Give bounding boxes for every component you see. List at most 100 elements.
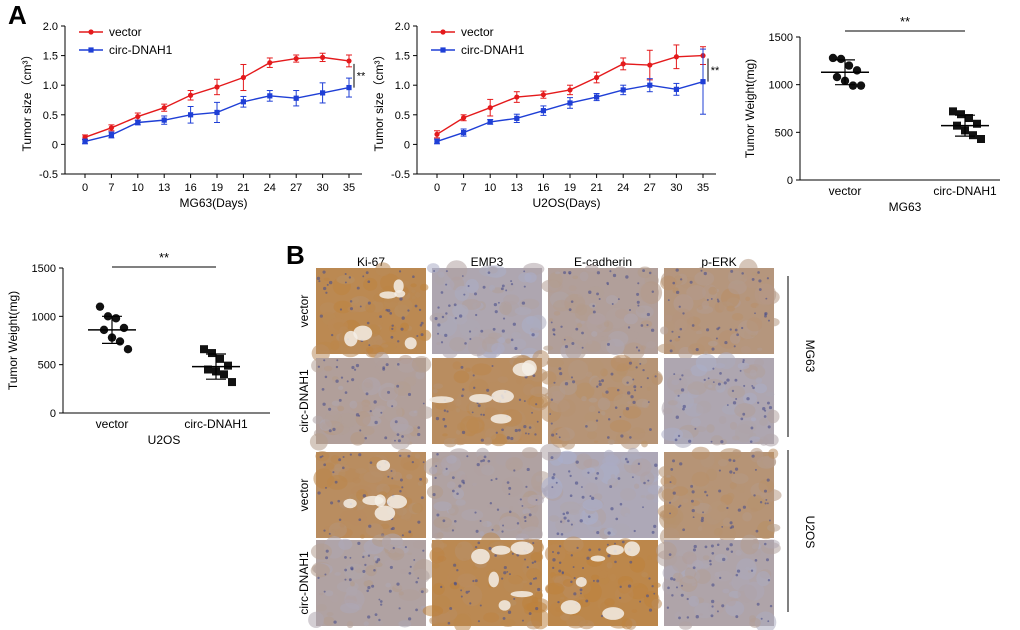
ihc-texture-blob	[531, 512, 536, 517]
ihc-nucleus	[710, 599, 715, 604]
ihc-nucleus	[569, 474, 572, 478]
ihc-nucleus	[563, 271, 567, 275]
ihc-nucleus	[334, 480, 338, 484]
ihc-nucleus	[734, 467, 739, 471]
ihc-lumen	[498, 600, 511, 611]
ihc-nucleus	[356, 286, 360, 290]
ihc-texture-blob	[403, 461, 418, 471]
ihc-nucleus	[323, 529, 326, 532]
ihc-nucleus	[521, 301, 526, 305]
ihc-texture-blob	[715, 382, 726, 393]
data-point-circ-DNAH1	[216, 354, 224, 363]
ihc-nucleus	[766, 502, 769, 505]
x-tick-label: 13	[511, 182, 523, 194]
ihc-nucleus	[437, 332, 440, 335]
series-line-vector	[84, 56, 350, 138]
ihc-nucleus	[365, 392, 369, 396]
ihc-nucleus	[528, 612, 532, 615]
ihc-texture-blob	[415, 370, 425, 380]
ihc-nucleus	[435, 465, 438, 468]
x-tick-label: 24	[617, 182, 629, 194]
ihc-nucleus	[581, 495, 585, 499]
ihc-texture-blob	[334, 463, 343, 472]
ihc-texture-blob	[631, 609, 638, 613]
ihc-nucleus	[391, 405, 394, 408]
ihc-texture-blob	[355, 410, 371, 427]
ihc-nucleus	[523, 516, 527, 519]
ihc-texture-blob	[635, 398, 650, 408]
ihc-nucleus	[351, 365, 355, 370]
ihc-texture-blob	[708, 286, 718, 295]
data-point-circ-DNAH1	[977, 135, 985, 144]
ihc-nucleus	[472, 579, 475, 583]
ihc-texture-blob	[682, 369, 692, 377]
ihc-nucleus	[551, 486, 554, 489]
ihc-nucleus	[702, 511, 704, 514]
ihc-nucleus	[736, 569, 741, 573]
ihc-nucleus	[394, 420, 398, 424]
data-point-circ-DNAH1	[224, 361, 232, 370]
ihc-texture-blob	[640, 494, 646, 499]
ihc-nucleus	[718, 489, 722, 493]
ihc-nucleus	[318, 280, 321, 283]
ihc-nucleus	[752, 386, 755, 390]
data-point-circ-DNAH1	[108, 132, 114, 138]
ihc-nucleus	[408, 571, 412, 575]
ihc-nucleus	[672, 578, 676, 581]
ihc-nucleus	[434, 317, 438, 321]
ihc-texture-blob	[372, 408, 383, 418]
ihc-nucleus	[460, 589, 463, 592]
ihc-nucleus	[367, 586, 371, 590]
ihc-nucleus	[633, 529, 636, 533]
data-point-circ-DNAH1	[346, 84, 352, 91]
data-point-vector	[567, 87, 573, 93]
ihc-texture-blob	[585, 371, 593, 378]
ihc-nucleus	[730, 269, 734, 273]
ihc-nucleus	[645, 594, 649, 598]
ihc-nucleus	[551, 433, 555, 437]
ihc-texture-blob	[767, 317, 780, 327]
ihc-texture-blob	[363, 621, 369, 627]
ihc-nucleus	[677, 394, 680, 397]
ihc-texture-blob	[429, 617, 437, 625]
ihc-texture-blob	[737, 362, 750, 370]
ihc-nucleus	[553, 333, 556, 336]
ihc-texture-blob	[544, 544, 566, 564]
ihc-nucleus	[487, 271, 491, 274]
ihc-nucleus	[693, 544, 697, 549]
ihc-nucleus	[339, 308, 343, 311]
ihc-row-label-circ-DNAH1: circ-DNAH1	[297, 369, 311, 433]
ihc-nucleus	[502, 616, 506, 620]
ihc-texture-blob	[346, 620, 354, 629]
ihc-texture-blob	[333, 300, 352, 314]
ihc-texture-blob	[390, 434, 410, 450]
ihc-nucleus	[642, 269, 645, 273]
ihc-texture-blob	[674, 415, 692, 425]
ihc-nucleus	[650, 328, 655, 332]
ihc-nucleus	[742, 505, 747, 509]
ihc-nucleus	[461, 394, 464, 398]
ihc-texture-blob	[436, 342, 441, 346]
ihc-nucleus	[332, 471, 335, 474]
ihc-nucleus	[709, 563, 712, 566]
ihc-nucleus	[571, 342, 575, 346]
ihc-texture-blob	[576, 344, 584, 350]
ihc-nucleus	[700, 519, 704, 523]
ihc-texture-blob	[360, 534, 365, 539]
ihc-nucleus	[764, 502, 767, 505]
ihc-texture-blob	[749, 369, 757, 377]
data-point-vector	[188, 92, 194, 98]
ihc-nucleus	[419, 324, 423, 327]
ihc-nucleus	[454, 582, 457, 586]
ihc-nucleus	[382, 367, 386, 371]
ihc-nucleus	[477, 404, 481, 408]
ihc-nucleus	[475, 313, 478, 317]
ihc-nucleus	[461, 388, 465, 391]
ihc-texture-blob	[514, 306, 532, 316]
ihc-texture-blob	[367, 334, 383, 348]
x-tick-label: 13	[158, 182, 170, 194]
ihc-nucleus	[349, 300, 353, 303]
ihc-nucleus	[556, 532, 560, 536]
ihc-lumen	[590, 555, 606, 562]
data-point-vector	[320, 54, 326, 60]
